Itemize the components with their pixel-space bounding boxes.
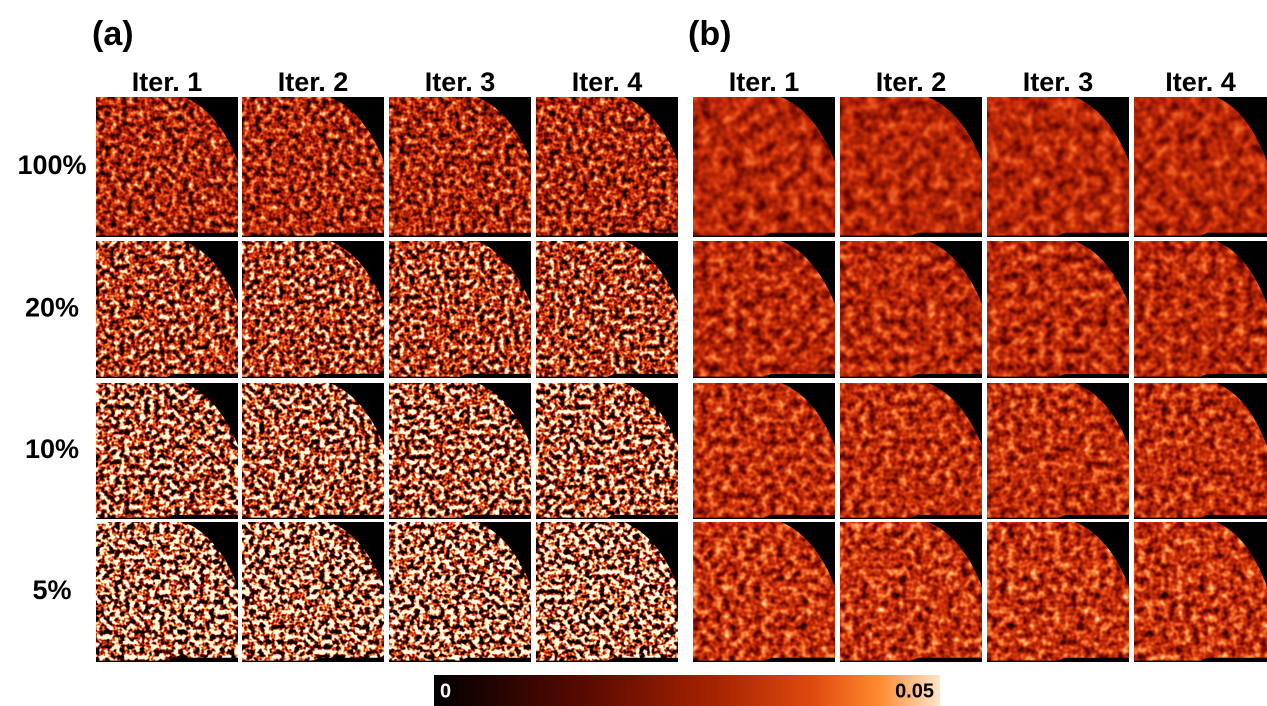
row-label: 5%: [32, 575, 71, 605]
row-label: 100%: [17, 150, 86, 180]
map-tile: [1134, 522, 1267, 662]
map-tile: [96, 241, 238, 378]
map-tile: [1134, 97, 1267, 237]
column-header: Iter. 3: [425, 67, 496, 97]
map-tile: [1134, 383, 1267, 519]
map-tile: [987, 97, 1129, 237]
tile-image: [536, 241, 678, 377]
tile-image: [96, 241, 238, 377]
colorbar: [434, 675, 940, 706]
map-tile: [987, 383, 1129, 519]
map-tile: [96, 383, 238, 519]
column-header: Iter. 1: [729, 67, 800, 97]
tile-image: [389, 383, 531, 518]
tile-image: [96, 522, 238, 661]
map-tile: [1134, 241, 1267, 378]
tile-image: [1134, 97, 1267, 236]
map-tile: [96, 522, 238, 662]
tile-image: [242, 383, 384, 518]
tile-image: [840, 383, 982, 518]
map-tile: [987, 241, 1129, 378]
tile-image: [242, 522, 384, 661]
tile-image: [693, 97, 835, 236]
tile-image: [96, 97, 238, 236]
tile-image: [389, 97, 531, 236]
tile-image: [693, 522, 835, 661]
tile-image: [96, 383, 238, 518]
tile-image: [242, 241, 384, 377]
map-tile: [693, 383, 835, 519]
column-header: Iter. 1: [132, 67, 203, 97]
tile-image: [987, 241, 1129, 377]
map-tile: [987, 522, 1129, 662]
map-tile: [693, 97, 835, 237]
column-header: Iter. 4: [1165, 67, 1236, 97]
column-header: Iter. 4: [572, 67, 643, 97]
map-tile: [840, 241, 982, 378]
tile-image: [987, 522, 1129, 661]
map-tile: [840, 97, 982, 237]
tile-image: [840, 522, 982, 661]
map-tile: [389, 522, 531, 662]
colorbar-max-label: 0.05: [895, 680, 934, 702]
tile-image: [693, 383, 835, 518]
map-tile: [242, 522, 384, 662]
labels: (a) Iter. 1 Iter. 2 Iter. 3 Iter. 4 (b) Iter. …: [17, 15, 1235, 605]
map-tile: [536, 522, 678, 662]
tile-image: [1134, 383, 1267, 518]
tile-image: [242, 97, 384, 236]
tile-image: [389, 241, 531, 377]
tile-grid: [96, 97, 1267, 662]
tile-image: [1134, 522, 1267, 661]
tile-image: [693, 241, 835, 377]
map-tile: [242, 383, 384, 519]
tile-image: [536, 522, 678, 661]
map-tile: [693, 522, 835, 662]
map-tile: [242, 241, 384, 378]
row-label: 20%: [25, 293, 79, 323]
tile-image: [1134, 241, 1267, 377]
map-tile: [536, 241, 678, 378]
tile-image: [840, 97, 982, 236]
map-tile: [840, 522, 982, 662]
map-tile: [536, 383, 678, 519]
map-tile: [242, 97, 384, 237]
tile-image: [536, 97, 678, 236]
map-tile: [389, 241, 531, 378]
column-header: Iter. 2: [876, 67, 947, 97]
panel-label: (a): [92, 15, 134, 53]
map-tile: [96, 97, 238, 237]
column-header: Iter. 3: [1023, 67, 1094, 97]
tile-image: [389, 522, 531, 661]
tile-image: [987, 97, 1129, 236]
map-tile: [389, 383, 531, 519]
colorbar-min-label: 0: [440, 680, 451, 702]
map-tile: [389, 97, 531, 237]
map-tile: [840, 383, 982, 519]
map-tile: [693, 241, 835, 378]
row-label: 10%: [25, 434, 79, 464]
tile-image: [840, 241, 982, 377]
panel-label: (b): [688, 15, 731, 53]
column-header: Iter. 2: [278, 67, 349, 97]
tile-image: [536, 383, 678, 518]
map-tile: [536, 97, 678, 237]
tile-image: [987, 383, 1129, 518]
